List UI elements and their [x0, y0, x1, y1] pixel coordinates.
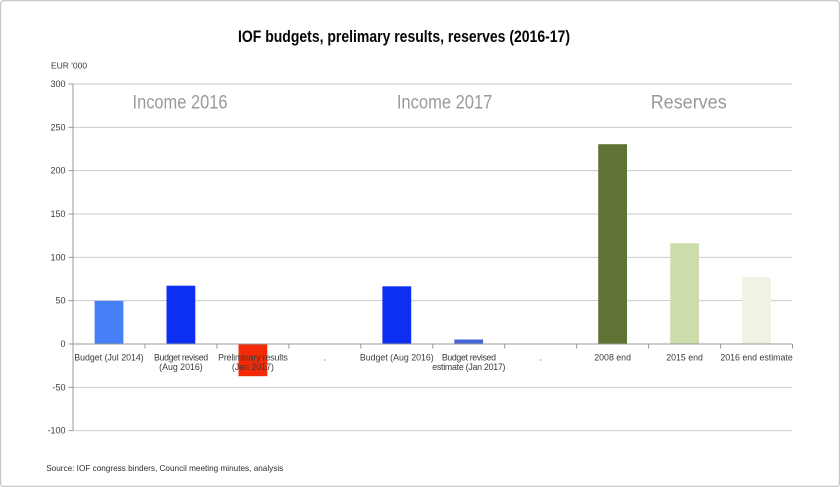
- svg-text:150: 150: [50, 209, 65, 219]
- svg-text:Budget (Jul 2014): Budget (Jul 2014): [74, 352, 144, 362]
- svg-text:EUR '000: EUR '000: [51, 61, 87, 71]
- svg-text:Reserves: Reserves: [651, 93, 727, 114]
- svg-text:200: 200: [50, 166, 65, 176]
- svg-text:.: .: [539, 352, 541, 362]
- svg-text:.: .: [324, 352, 326, 362]
- svg-text:2015 end: 2015 end: [666, 352, 703, 362]
- svg-text:0: 0: [60, 339, 65, 349]
- svg-text:Budget revised: Budget revised: [154, 352, 208, 362]
- svg-text:Income 2016: Income 2016: [133, 93, 228, 114]
- svg-text:100: 100: [50, 252, 65, 262]
- svg-text:2008 end: 2008 end: [594, 352, 631, 362]
- svg-text:-100: -100: [47, 426, 65, 436]
- svg-text:Income 2017: Income 2017: [397, 93, 493, 114]
- svg-text:50: 50: [55, 296, 65, 306]
- svg-text:-50: -50: [52, 382, 65, 392]
- svg-text:Source: IOF congress binders,: Source: IOF congress binders, Council me…: [46, 464, 283, 473]
- svg-text:2016 end estimate: 2016 end estimate: [720, 352, 792, 362]
- svg-text:(Jan 2017): (Jan 2017): [232, 362, 274, 372]
- svg-text:IOF budgets, prelimary results: IOF budgets, prelimary results, reserves…: [238, 28, 570, 46]
- svg-text:Budget (Aug 2016): Budget (Aug 2016): [360, 352, 434, 362]
- svg-text:300: 300: [50, 79, 65, 89]
- svg-text:Budget revised: Budget revised: [442, 352, 496, 362]
- svg-text:250: 250: [50, 122, 65, 132]
- svg-text:(Aug 2016): (Aug 2016): [159, 362, 203, 372]
- svg-text:Preliminary results: Preliminary results: [218, 352, 288, 362]
- svg-text:estimate (Jan 2017): estimate (Jan 2017): [432, 362, 505, 372]
